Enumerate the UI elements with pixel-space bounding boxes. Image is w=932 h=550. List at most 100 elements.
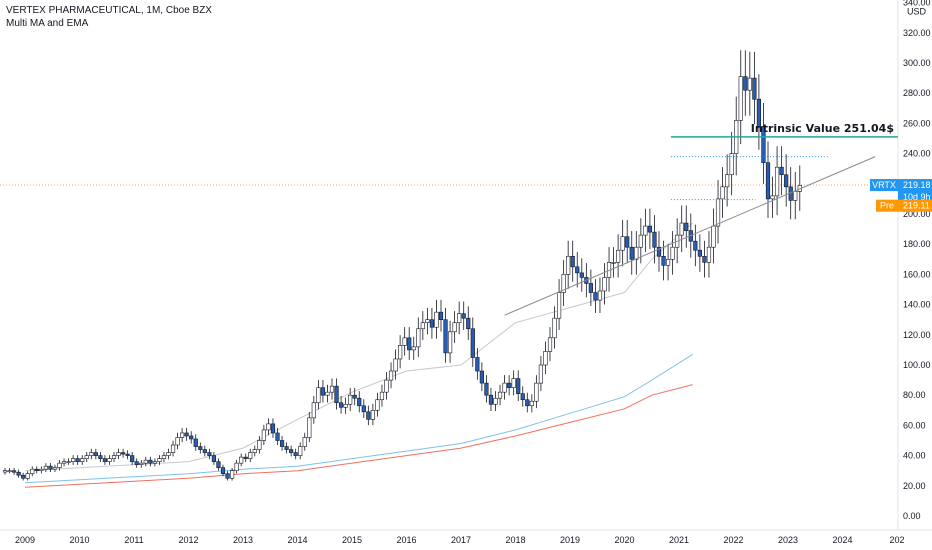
candle-body[interactable] <box>329 385 335 393</box>
candle-body[interactable] <box>511 378 516 388</box>
candle-body[interactable] <box>343 403 348 408</box>
candle-body[interactable] <box>57 462 62 468</box>
candle-body[interactable] <box>470 328 475 358</box>
candle-body[interactable] <box>16 471 21 476</box>
candle-body[interactable] <box>452 322 457 333</box>
candle-body[interactable] <box>30 468 35 475</box>
candle-body[interactable] <box>189 435 194 440</box>
candle-body[interactable] <box>534 382 539 402</box>
candle-body[interactable] <box>198 446 203 450</box>
candle-body[interactable] <box>497 391 503 399</box>
candle-body[interactable] <box>747 77 752 91</box>
candle-body[interactable] <box>257 440 262 450</box>
candle-body[interactable] <box>602 277 607 292</box>
candle-body[interactable] <box>61 461 67 464</box>
candle-body[interactable] <box>25 473 30 479</box>
candle-body[interactable] <box>543 351 548 366</box>
candle-body[interactable] <box>139 462 144 465</box>
candle-body[interactable] <box>611 262 616 264</box>
candle-body[interactable] <box>71 458 76 462</box>
candle-body[interactable] <box>143 459 148 464</box>
candle-body[interactable] <box>620 236 625 251</box>
candle-body[interactable] <box>457 313 462 324</box>
candle-body[interactable] <box>411 346 416 351</box>
candle-body[interactable] <box>461 313 466 319</box>
candle-body[interactable] <box>643 225 648 236</box>
candle-body[interactable] <box>761 126 766 163</box>
candle-body[interactable] <box>488 394 494 405</box>
candle-body[interactable] <box>39 468 44 472</box>
candle-body[interactable] <box>652 231 657 248</box>
candle-body[interactable] <box>697 249 702 257</box>
candle-body[interactable] <box>379 391 385 401</box>
candle-body[interactable] <box>243 456 248 459</box>
candle-body[interactable] <box>429 319 435 328</box>
candle-body[interactable] <box>334 385 339 404</box>
candle-body[interactable] <box>443 319 448 354</box>
candle-body[interactable] <box>170 444 176 453</box>
candle-body[interactable] <box>779 166 784 176</box>
candle-body[interactable] <box>711 225 716 248</box>
candle-body[interactable] <box>116 452 121 456</box>
candle-body[interactable] <box>566 255 571 275</box>
candle-body[interactable] <box>702 255 707 263</box>
candle-body[interactable] <box>298 446 303 456</box>
candle-body[interactable] <box>720 186 725 200</box>
candle-body[interactable] <box>529 400 534 407</box>
candle-body[interactable] <box>502 382 507 393</box>
candle-body[interactable] <box>738 76 743 121</box>
candle-body[interactable] <box>784 174 789 188</box>
candle-body[interactable] <box>152 461 157 464</box>
candle-body[interactable] <box>289 449 294 453</box>
candle-body[interactable] <box>130 455 135 462</box>
candle-body[interactable] <box>293 452 298 456</box>
candle-body[interactable] <box>593 292 598 301</box>
candle-body[interactable] <box>420 322 425 330</box>
candle-body[interactable] <box>7 470 12 473</box>
candle-body[interactable] <box>184 432 189 437</box>
candle-body[interactable] <box>338 402 344 408</box>
candle-body[interactable] <box>316 387 321 404</box>
candle-body[interactable] <box>279 440 285 447</box>
candle-body[interactable] <box>252 449 257 453</box>
candle-body[interactable] <box>588 283 593 293</box>
candle-body[interactable] <box>398 345 403 360</box>
candle-body[interactable] <box>616 249 621 263</box>
candle-body[interactable] <box>357 397 362 407</box>
candle-body[interactable] <box>393 358 398 372</box>
candle-body[interactable] <box>597 290 603 301</box>
candle-body[interactable] <box>75 458 80 462</box>
candle-body[interactable] <box>693 240 698 251</box>
candle-body[interactable] <box>157 458 162 462</box>
candle-body[interactable] <box>66 461 71 463</box>
candle-body[interactable] <box>575 266 580 274</box>
candle-body[interactable] <box>770 195 775 200</box>
candle-body[interactable] <box>774 166 780 197</box>
candle-body[interactable] <box>752 77 757 100</box>
candle-body[interactable] <box>493 397 498 405</box>
candle-body[interactable] <box>484 382 489 396</box>
candle-body[interactable] <box>21 474 26 479</box>
candle-body[interactable] <box>52 467 58 470</box>
candle-body[interactable] <box>98 455 103 459</box>
candle-body[interactable] <box>225 473 230 479</box>
indicator-label[interactable]: Multi MA and EMA <box>6 18 89 29</box>
candle-body[interactable] <box>407 337 412 351</box>
candle-body[interactable] <box>552 317 557 339</box>
candle-body[interactable] <box>352 394 357 399</box>
candle-body[interactable] <box>93 452 98 456</box>
candle-body[interactable] <box>107 458 112 462</box>
candle-body[interactable] <box>175 437 180 446</box>
candle-body[interactable] <box>80 458 85 462</box>
candle-body[interactable] <box>125 453 130 456</box>
candle-body[interactable] <box>325 391 330 396</box>
candle-body[interactable] <box>89 452 94 456</box>
candle-body[interactable] <box>84 455 89 459</box>
candle-body[interactable] <box>216 461 221 468</box>
candle-body[interactable] <box>348 394 353 405</box>
candle-body[interactable] <box>729 153 734 176</box>
candle-body[interactable] <box>193 438 198 447</box>
candle-body[interactable] <box>202 449 207 453</box>
candle-body[interactable] <box>547 337 553 352</box>
